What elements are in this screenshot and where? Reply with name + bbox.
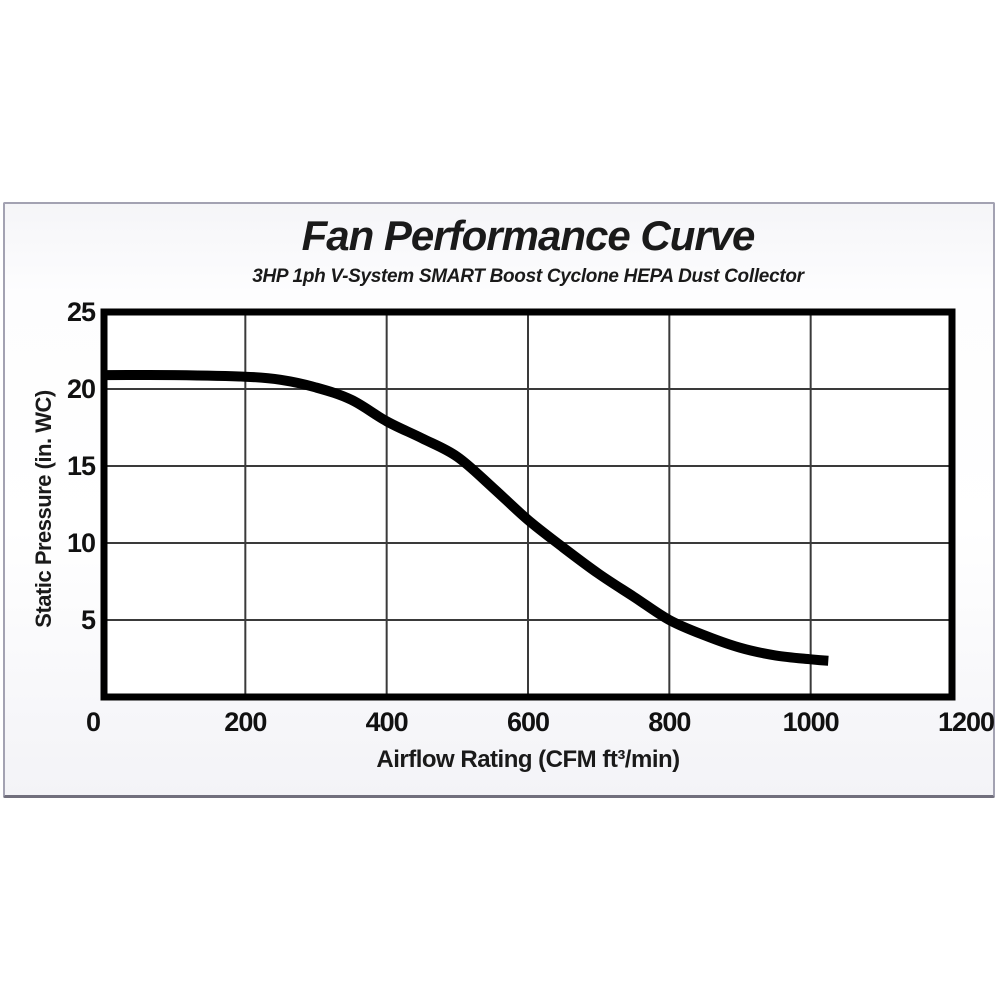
chart-card: Fan Performance Curve 3HP 1ph V-System S…: [3, 202, 995, 798]
x-tick-label: 800: [648, 707, 690, 737]
chart-subtitle: 3HP 1ph V-System SMART Boost Cyclone HEP…: [252, 266, 804, 287]
y-tick-label: 20: [67, 374, 95, 404]
x-axis-title: Airflow Rating (CFM ft³/min): [376, 746, 680, 773]
x-tick-label: 1000: [783, 707, 839, 737]
x-tick-label: 200: [224, 707, 266, 737]
chart-svg: 0 200 400 600 800 1000 1200 5 10 15 20 25: [67, 297, 995, 737]
performance-curve: [103, 370, 829, 666]
x-tick-label: 0: [86, 707, 100, 737]
y-axis-title: Static Pressure (in. WC): [31, 390, 56, 628]
y-tick-label: 10: [67, 528, 95, 558]
x-tick-label: 1200: [938, 707, 994, 737]
x-tick-label: 400: [366, 707, 408, 737]
y-tick-label: 5: [81, 605, 96, 635]
y-tick-label: 25: [67, 297, 96, 327]
y-tick-label: 15: [67, 451, 96, 481]
chart-title: Fan Performance Curve: [301, 212, 756, 259]
plot-frame: [100, 308, 956, 701]
x-tick-label: 600: [507, 707, 549, 737]
